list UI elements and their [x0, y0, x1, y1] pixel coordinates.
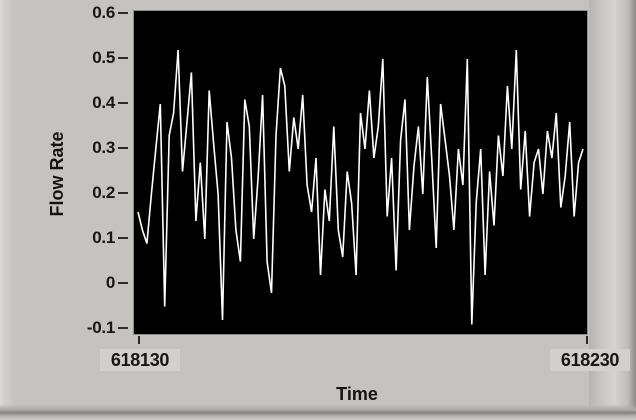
- plot-area: [133, 10, 588, 335]
- waveform-svg: [137, 49, 584, 325]
- y-tick-mark: [118, 327, 128, 329]
- y-tick-label: 0.4: [92, 93, 115, 112]
- y-tick-label: -0.1: [86, 318, 115, 337]
- x-tick-label: 618130: [100, 349, 180, 371]
- x-tick-mark: [138, 336, 140, 344]
- y-tick-mark: [118, 12, 128, 14]
- y-tick-mark: [118, 102, 128, 104]
- y-tick-mark: [118, 147, 128, 149]
- y-tick-mark: [118, 237, 128, 239]
- flow-rate-trace: [137, 49, 584, 325]
- y-tick-label: 0: [105, 273, 115, 292]
- x-tick-mark: [586, 336, 588, 344]
- y-tick-label: 0.6: [92, 3, 115, 22]
- y-tick-mark: [118, 282, 128, 284]
- y-tick-label: 0.3: [92, 138, 115, 157]
- y-tick-mark: [118, 57, 128, 59]
- y-tick-label: 0.2: [92, 183, 115, 202]
- y-tick-mark: [118, 192, 128, 194]
- x-axis-title: Time: [336, 384, 378, 404]
- y-axis-title: Flow Rate: [47, 131, 67, 217]
- y-tick-label: 0.1: [92, 228, 115, 247]
- x-tick-label: 618230: [550, 349, 630, 371]
- window-left-edge: [0, 0, 14, 420]
- y-tick-label: 0.5: [92, 48, 115, 67]
